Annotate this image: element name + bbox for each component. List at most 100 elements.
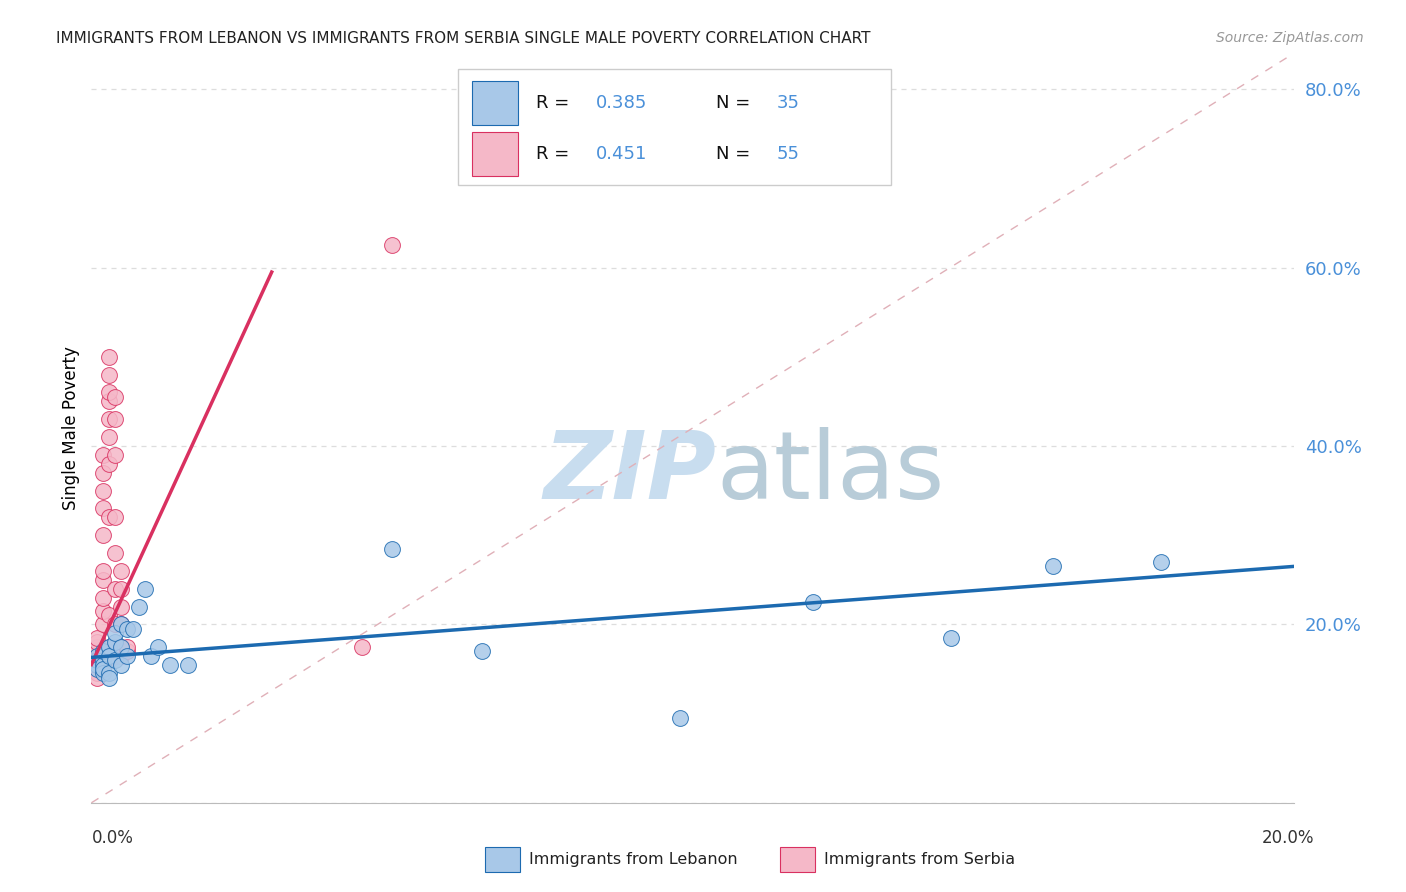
Point	[93, 564, 115, 578]
Point	[104, 582, 127, 596]
Point	[98, 644, 121, 658]
Point	[98, 412, 121, 426]
Point	[93, 591, 115, 605]
Point	[350, 640, 373, 654]
Point	[110, 599, 132, 614]
Point	[98, 430, 121, 444]
Point	[86, 662, 108, 676]
Text: 0.0%: 0.0%	[91, 829, 134, 847]
Point	[98, 457, 121, 471]
Point	[98, 671, 121, 685]
Point	[93, 483, 115, 498]
Point	[86, 635, 108, 649]
Point	[104, 546, 127, 560]
Text: N =: N =	[717, 94, 756, 112]
FancyBboxPatch shape	[472, 132, 519, 176]
Point	[141, 648, 163, 663]
Point	[86, 671, 108, 685]
Point	[159, 657, 181, 672]
Point	[98, 394, 121, 409]
Point	[176, 657, 198, 672]
Point	[98, 350, 121, 364]
Point	[93, 648, 115, 663]
Point	[110, 617, 132, 632]
Text: 55: 55	[776, 145, 800, 163]
Point	[104, 617, 127, 632]
Point	[86, 666, 108, 681]
Text: 0.385: 0.385	[596, 94, 648, 112]
Point	[86, 648, 108, 663]
Point	[117, 622, 139, 636]
Point	[134, 582, 156, 596]
Point	[93, 653, 115, 667]
Point	[86, 657, 108, 672]
FancyBboxPatch shape	[472, 81, 519, 125]
Point	[381, 238, 404, 252]
Point	[110, 617, 132, 632]
Point	[86, 648, 108, 663]
Text: Immigrants from Lebanon: Immigrants from Lebanon	[529, 853, 737, 867]
Point	[104, 640, 127, 654]
Point	[110, 582, 132, 596]
Point	[117, 644, 139, 658]
Text: N =: N =	[717, 145, 756, 163]
Point	[1150, 555, 1173, 569]
Text: Source: ZipAtlas.com: Source: ZipAtlas.com	[1216, 31, 1364, 45]
Point	[104, 390, 127, 404]
Text: Immigrants from Serbia: Immigrants from Serbia	[824, 853, 1015, 867]
Point	[110, 564, 132, 578]
Point	[117, 648, 139, 663]
Point	[93, 662, 115, 676]
FancyBboxPatch shape	[458, 69, 891, 185]
Point	[98, 368, 121, 382]
Point	[104, 626, 127, 640]
Point	[98, 510, 121, 524]
Point	[801, 595, 824, 609]
Text: R =: R =	[536, 94, 575, 112]
Point	[98, 640, 121, 654]
Point	[98, 640, 121, 654]
Point	[86, 640, 108, 654]
Point	[110, 657, 132, 672]
Point	[93, 644, 115, 658]
Y-axis label: Single Male Poverty: Single Male Poverty	[62, 346, 80, 510]
Point	[86, 644, 108, 658]
Point	[98, 666, 121, 681]
Point	[104, 648, 127, 663]
Point	[93, 604, 115, 618]
Point	[98, 608, 121, 623]
Point	[117, 640, 139, 654]
Point	[93, 528, 115, 542]
Point	[939, 631, 962, 645]
Point	[110, 640, 132, 654]
Point	[86, 657, 108, 672]
Point	[86, 662, 108, 676]
Point	[93, 666, 115, 681]
Point	[104, 635, 127, 649]
Point	[98, 653, 121, 667]
Point	[86, 631, 108, 645]
Point	[93, 501, 115, 516]
Point	[93, 448, 115, 462]
Text: 0.451: 0.451	[596, 145, 648, 163]
Point	[93, 466, 115, 480]
Point	[93, 657, 115, 672]
Text: 35: 35	[776, 94, 800, 112]
Point	[471, 644, 494, 658]
Point	[93, 573, 115, 587]
Text: IMMIGRANTS FROM LEBANON VS IMMIGRANTS FROM SERBIA SINGLE MALE POVERTY CORRELATIO: IMMIGRANTS FROM LEBANON VS IMMIGRANTS FR…	[56, 31, 870, 46]
Point	[381, 541, 404, 556]
Point	[669, 711, 692, 725]
Point	[104, 644, 127, 658]
Text: R =: R =	[536, 145, 575, 163]
Point	[104, 510, 127, 524]
Text: atlas: atlas	[717, 427, 945, 519]
Point	[98, 385, 121, 400]
Point	[93, 617, 115, 632]
Point	[98, 648, 121, 663]
Point	[104, 412, 127, 426]
Point	[110, 640, 132, 654]
Point	[110, 648, 132, 663]
Point	[93, 653, 115, 667]
Text: ZIP: ZIP	[544, 427, 717, 519]
